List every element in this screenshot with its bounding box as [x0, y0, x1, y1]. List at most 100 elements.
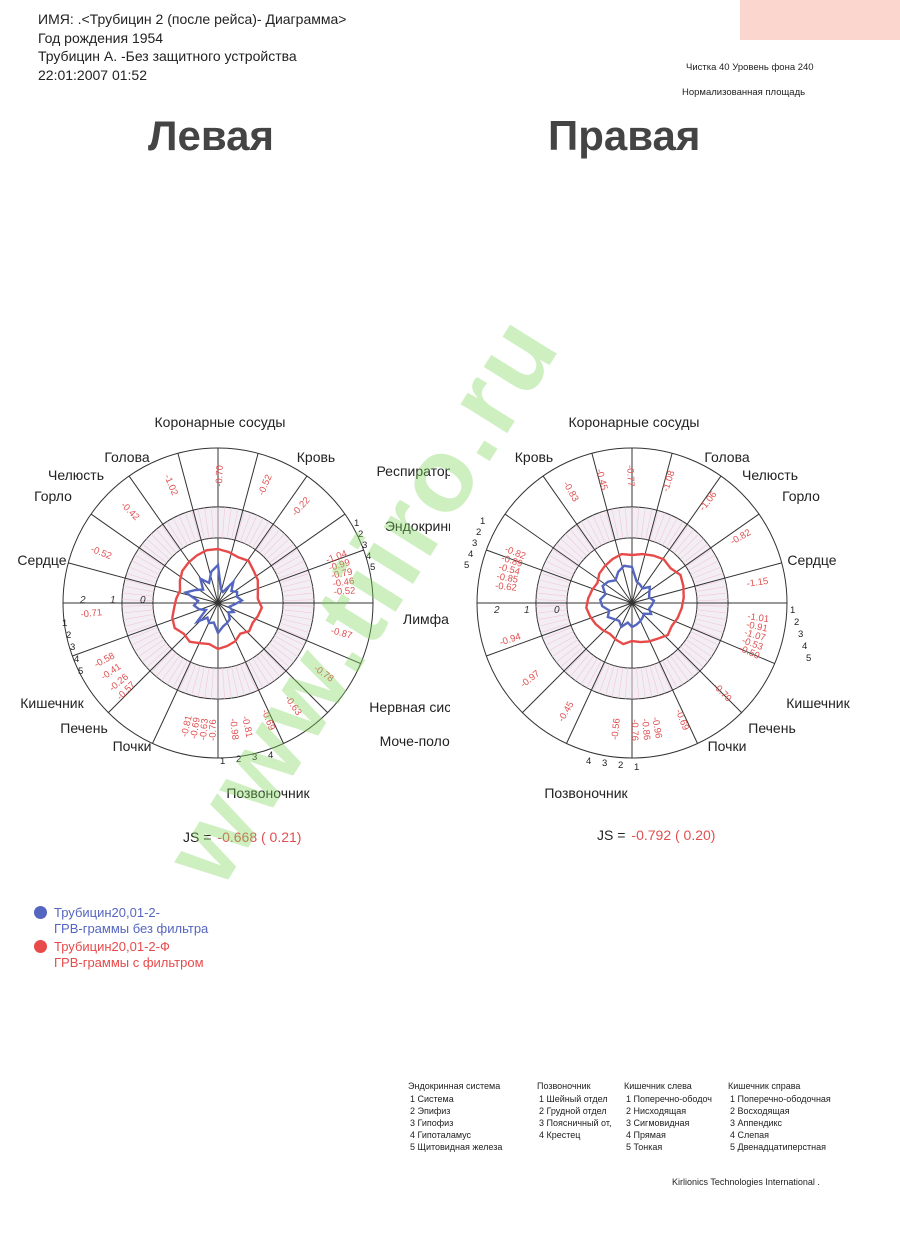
- sub-ray: [556, 642, 581, 663]
- sub-ray: [172, 518, 188, 546]
- sub-ray: [697, 599, 729, 602]
- sub-ray: [693, 573, 724, 584]
- legend-red-line1: Трубицин20,01-2-Ф: [54, 939, 170, 954]
- sector-value: -0.77: [624, 465, 636, 487]
- sub-ray: [640, 507, 646, 539]
- sub-ray: [560, 538, 584, 560]
- sub-ray: [282, 592, 314, 597]
- sub-ray: [131, 631, 160, 646]
- sub-ray: [540, 622, 571, 633]
- sub-ray: [248, 660, 264, 688]
- sub-ray: [645, 666, 653, 698]
- sub-ray: [624, 667, 628, 699]
- sub-ray: [172, 660, 188, 688]
- sub-ray: [123, 586, 154, 592]
- series-unfiltered: [598, 564, 656, 629]
- sub-ray: [658, 662, 672, 691]
- blue-dot-icon: [34, 906, 47, 919]
- key-spine-item: 3 Поясничный от,: [539, 1118, 612, 1128]
- sub-ray: [618, 667, 624, 699]
- params-line: Чистка 40 Уровень фона 240: [686, 62, 814, 73]
- sub-ray: [146, 538, 170, 560]
- sector-value: -1.01: [747, 611, 770, 625]
- sector-spoke: [90, 513, 219, 604]
- endocrine-sub-number: 1: [480, 516, 485, 527]
- legend-red: Трубицин20,01-2-Ф: [34, 939, 170, 954]
- sub-ray: [239, 512, 252, 542]
- key-intestine-left-item: 3 Сигмовидная: [626, 1118, 690, 1128]
- sector-label: Кровь: [515, 449, 553, 465]
- ring-label: 0: [140, 595, 146, 606]
- sub-ray: [155, 652, 177, 677]
- sub-ray: [670, 655, 689, 681]
- key-endocrine-item: 2 Эпифиз: [410, 1106, 451, 1116]
- spine-sub-number: 1: [220, 756, 225, 767]
- sub-ray: [231, 508, 239, 540]
- sub-ray: [545, 560, 574, 575]
- sub-ray: [677, 533, 699, 557]
- sector-value: -0.85: [496, 571, 519, 586]
- sub-ray: [605, 510, 615, 541]
- sector-spoke: [631, 602, 698, 744]
- ring-label: 2: [79, 595, 86, 606]
- sub-ray: [542, 627, 572, 640]
- sector-value: -0.82: [729, 527, 753, 547]
- sector-label: Моче-половая: [380, 733, 450, 749]
- sector-label: Почки: [113, 738, 152, 754]
- sector-spoke: [128, 475, 219, 604]
- sub-ray: [263, 533, 285, 557]
- sub-ray: [274, 635, 302, 652]
- sub-ray: [282, 586, 313, 592]
- sector-value: -0.52: [333, 585, 355, 597]
- sector-spoke: [631, 602, 742, 713]
- sector-label: Позвоночник: [226, 785, 310, 801]
- sub-ray: [538, 618, 569, 627]
- sector-label: Респираторная: [376, 463, 450, 479]
- sector-spoke: [504, 513, 633, 604]
- sub-ray: [134, 554, 162, 571]
- key-endocrine-item: 4 Гипоталамус: [410, 1130, 472, 1140]
- spine-sub-number: 3: [602, 758, 607, 769]
- sub-ray: [537, 586, 568, 592]
- sub-ray: [653, 664, 666, 694]
- sub-ray: [696, 609, 728, 614]
- sub-ray: [142, 543, 167, 564]
- sub-ray: [586, 660, 602, 688]
- sub-ray: [569, 652, 591, 677]
- sub-ray: [575, 525, 594, 551]
- key-spine-item: 1 Шейный отдел: [539, 1094, 608, 1104]
- sub-ray: [276, 560, 305, 575]
- series-unfiltered: [182, 562, 245, 636]
- sector-label: Челюсть: [48, 467, 104, 483]
- key-intestine-left-item: 4 Прямая: [626, 1130, 666, 1140]
- sector-spoke: [522, 602, 633, 713]
- sub-ray: [680, 646, 704, 668]
- sector-value: -1.15: [746, 576, 769, 590]
- sub-ray: [695, 618, 726, 627]
- spine-sub-number: 3: [252, 752, 257, 763]
- sub-ray: [226, 667, 232, 699]
- intestine-sub-number: 1: [62, 618, 67, 629]
- key-intestine-left-item: 1 Поперечно-ободоч: [626, 1094, 712, 1104]
- sub-ray: [191, 510, 201, 541]
- intestine-sub-number: 3: [798, 629, 803, 640]
- normalization-line: Нормализованная площадь: [682, 87, 806, 98]
- right-js-label: JS =: [597, 827, 626, 843]
- sub-ray: [548, 635, 576, 652]
- spine-sub-number: 4: [268, 750, 273, 761]
- sub-ray: [252, 658, 270, 685]
- sub-ray: [197, 666, 205, 698]
- sub-ray: [658, 515, 672, 544]
- sector-value: -0.54: [497, 562, 521, 578]
- sub-ray: [580, 658, 598, 685]
- sector-spoke: [152, 602, 219, 744]
- spine-sub-number: 2: [618, 760, 623, 771]
- sub-ray: [244, 515, 258, 544]
- intestine-sub-number: 2: [66, 630, 71, 641]
- spine-sub-number: 4: [586, 756, 591, 767]
- intestine-sub-number: 5: [78, 666, 83, 677]
- sub-ray: [151, 649, 173, 673]
- sector-value: -1.08: [660, 469, 677, 493]
- sub-ray: [197, 508, 205, 540]
